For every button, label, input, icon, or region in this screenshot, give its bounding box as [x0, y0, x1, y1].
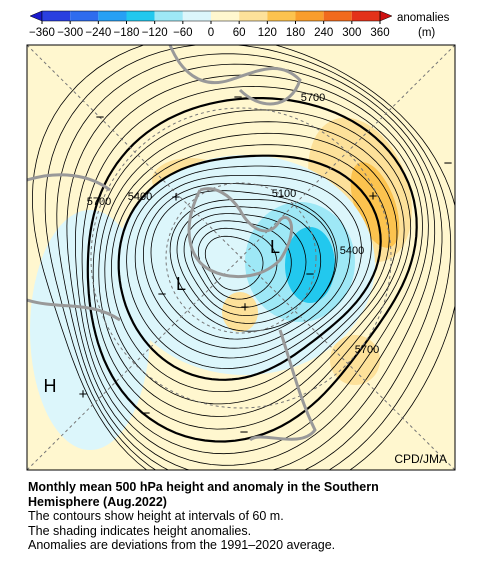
anomaly-shade: [222, 292, 258, 332]
caption-line: Anomalies are deviations from the 1991–2…: [28, 538, 336, 552]
colorbar-segment: [267, 11, 296, 21]
height-contour: [204, 235, 264, 291]
height-contour: [126, 165, 372, 370]
colorbar-tick-label: 180: [286, 27, 305, 39]
anomaly-sign: −: [240, 424, 249, 441]
colorbar-tick-label: −60: [173, 27, 193, 39]
colorbar-segment: [182, 11, 211, 21]
colorbar-tick-label: −180: [114, 27, 140, 39]
contour-label: 5700: [301, 92, 325, 104]
credit: CPD/JMA: [394, 452, 447, 466]
anomaly-sign: −: [306, 266, 315, 283]
height-contour: [66, 63, 436, 470]
colorbar-tick-label: −120: [142, 27, 168, 39]
height-contour: [110, 144, 390, 392]
colorbar-tick-label: −360: [29, 27, 55, 39]
colorbar-tick-label: 240: [314, 27, 333, 39]
pressure-center: L: [270, 237, 280, 257]
height-contour: [134, 175, 362, 359]
height-contour: [75, 74, 429, 466]
map-area: [27, 45, 455, 470]
height-contour: [92, 109, 412, 430]
height-contour: [190, 220, 292, 308]
contour-label: 5400: [340, 245, 364, 257]
caption-line: The shading indicates height anomalies.: [28, 523, 252, 538]
height-contour: [117, 154, 382, 381]
anomaly-shade: [285, 227, 335, 303]
anomaly-sign: −: [234, 89, 243, 106]
pressure-center: H: [44, 376, 57, 396]
height-contour: [56, 53, 443, 470]
height-contour: [44, 45, 452, 470]
anomaly-shade: [30, 210, 150, 450]
caption: Monthly mean 500 hPa height and anomaly …: [28, 480, 438, 553]
anomaly-sign: −: [96, 109, 105, 126]
colorbar-unit: (m): [418, 27, 435, 39]
contour-label: 5700: [355, 344, 379, 356]
anomaly-sign: +: [79, 386, 88, 403]
map-figure: −360 −300 −240 −180 −120 −60 0 60 120 180 240 300 36…: [26, 10, 456, 471]
colorbar-segment: [295, 11, 324, 21]
colorbar-segment: [351, 11, 380, 21]
height-contour: [86, 97, 418, 443]
anomaly-sign: +: [241, 299, 250, 316]
colorbar-segment: [42, 11, 71, 21]
colorbar-tick-label: 300: [342, 27, 361, 39]
anomaly-sign: +: [369, 188, 378, 205]
colorbar-tick-label: −240: [85, 27, 111, 39]
anomaly-sign: −: [444, 155, 453, 172]
anomaly-sign: +: [172, 189, 181, 206]
colorbar-arrow: [379, 10, 393, 22]
map-frame: [26, 44, 456, 471]
height-contour: [104, 132, 398, 405]
colorbar-segment: [70, 11, 99, 21]
height-contour: [176, 206, 322, 324]
colorbar-segment: [126, 11, 155, 21]
colorbar-title: anomalies: [397, 12, 450, 24]
anomaly-shade: [350, 162, 400, 248]
colorbar-segment: [98, 11, 127, 21]
caption-title: Monthly mean 500 hPa height and anomaly …: [28, 480, 379, 509]
height-contour: [143, 183, 351, 349]
contour-label: 5100: [272, 188, 296, 200]
colorbar-segment: [154, 11, 183, 21]
contour-label: 5700: [87, 196, 111, 208]
colorbar-segment: [323, 11, 352, 21]
contour-label: 5400: [128, 191, 152, 203]
pressure-center: L: [176, 274, 186, 294]
colorbar-arrow: [29, 10, 43, 22]
anomaly-sign: −: [142, 405, 151, 422]
height-contour: [183, 213, 307, 316]
anomaly-sign: −: [158, 286, 167, 303]
height-contour: [150, 190, 338, 340]
colorbar-tick-label: 120: [258, 27, 277, 39]
colorbar-segment: [211, 11, 240, 21]
colorbar-tick-label: 0: [208, 27, 214, 39]
height-contour: [31, 45, 455, 470]
colorbar-tick-label: −300: [57, 27, 83, 39]
coastline: [27, 45, 317, 442]
colorbar-tick-label: 60: [233, 27, 246, 39]
height-contour: [98, 121, 405, 417]
colorbar-tick-label: 360: [370, 27, 389, 39]
caption-line: The contours show height at intervals of…: [28, 509, 284, 523]
height-contour: [81, 85, 423, 455]
graticule: [27, 45, 455, 470]
colorbar-segment: [239, 11, 268, 21]
height-contour: [169, 199, 336, 332]
